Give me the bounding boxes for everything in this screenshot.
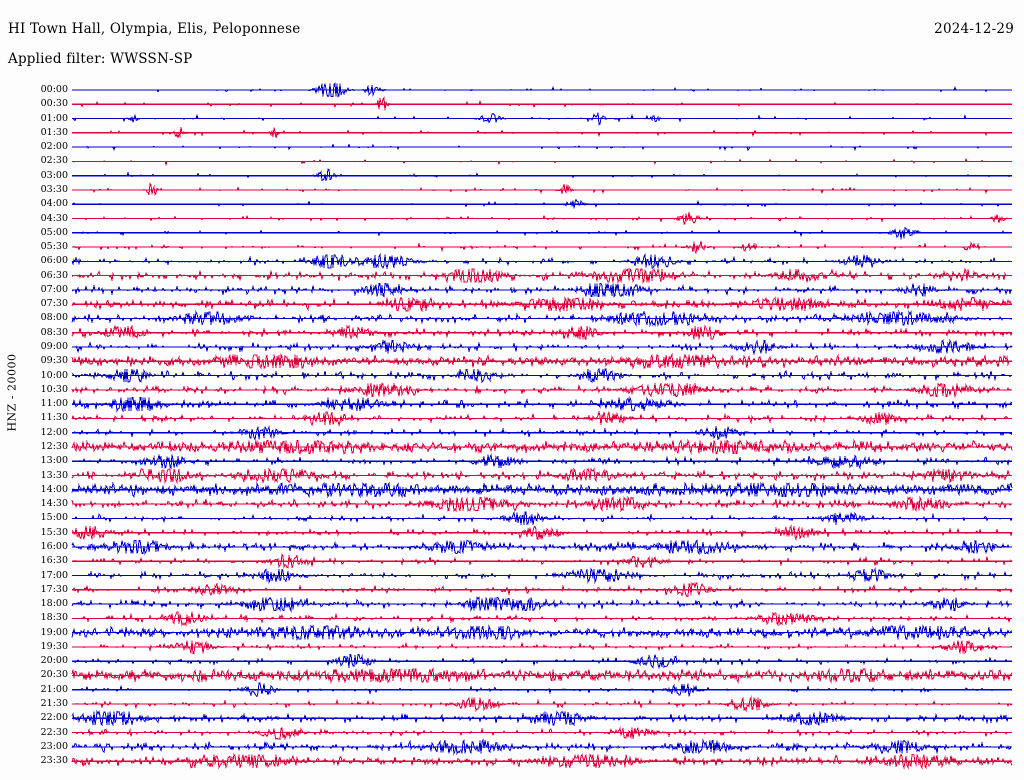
time-tick-label: 02:00 [40, 141, 68, 153]
time-tick-label: 14:00 [40, 483, 68, 495]
time-axis-labels: 00:00 00:30 01:00 01:30 02:00 02:30 03:00 03:30… [4, 80, 68, 776]
time-tick-label: 18:30 [40, 612, 68, 624]
time-tick-label: 11:30 [40, 412, 68, 424]
time-tick-label: 20:00 [40, 655, 68, 667]
time-tick-label: 13:30 [40, 469, 68, 481]
time-tick-label: 05:00 [40, 226, 68, 238]
time-tick-label: 06:30 [40, 269, 68, 281]
trace-line [71, 352, 1013, 370]
time-tick-label: 00:00 [40, 84, 68, 95]
time-tick-label: 19:00 [40, 626, 68, 638]
applied-filter-label: Applied filter: WWSSN-SP [8, 51, 193, 67]
time-tick-label: 00:30 [40, 98, 68, 110]
time-tick-label: 02:30 [40, 155, 68, 167]
time-tick-label: 17:00 [40, 569, 68, 581]
time-tick-label: 01:30 [40, 126, 68, 138]
time-tick-label: 22:00 [40, 712, 68, 724]
time-tick-label: 03:30 [40, 183, 68, 195]
trace-line [71, 168, 1013, 182]
time-tick-label: 04:00 [40, 198, 68, 210]
time-tick-label: 03:00 [40, 169, 68, 181]
trace-line [71, 438, 1013, 455]
time-tick-label: 12:30 [40, 441, 68, 452]
time-tick-label: 21:30 [40, 698, 68, 710]
time-tick-label: 08:00 [40, 312, 68, 324]
time-tick-label: 14:30 [40, 498, 68, 510]
time-tick-label: 23:30 [40, 755, 68, 767]
time-tick-label: 07:00 [40, 283, 68, 295]
time-tick-label: 05:30 [40, 241, 68, 253]
time-tick-label: 11:00 [40, 398, 68, 410]
trace-line [71, 726, 1013, 741]
time-tick-label: 04:30 [40, 212, 68, 224]
time-tick-label: 08:30 [40, 326, 68, 338]
time-tick-label: 07:30 [40, 298, 68, 310]
trace-line [71, 296, 1013, 313]
time-tick-label: 22:30 [40, 726, 68, 738]
time-tick-label: 13:00 [40, 455, 68, 467]
trace-canvas [71, 82, 1013, 770]
time-tick-label: 23:00 [40, 740, 68, 752]
time-tick-label: 15:00 [40, 512, 68, 524]
seismogram-traces [0, 80, 1024, 776]
time-tick-label: 12:00 [40, 426, 68, 438]
time-tick-label: 15:30 [40, 526, 68, 538]
time-tick-label: 10:30 [40, 383, 68, 395]
time-tick-label: 18:00 [40, 598, 68, 610]
time-tick-label: 09:30 [40, 355, 68, 367]
time-tick-label: 21:00 [40, 683, 68, 695]
page-title: HI Town Hall, Olympia, Elis, Peloponnese [8, 21, 301, 37]
time-tick-label: 01:00 [40, 112, 68, 124]
record-date: 2024-12-29 [934, 21, 1014, 37]
time-tick-label: 17:30 [40, 583, 68, 595]
time-tick-label: 19:30 [40, 640, 68, 652]
time-tick-label: 10:00 [40, 369, 68, 381]
time-tick-label: 09:00 [40, 341, 68, 353]
time-tick-label: 20:30 [40, 669, 68, 681]
time-tick-label: 16:00 [40, 540, 68, 552]
trace-line [71, 667, 1013, 684]
trace-line [71, 226, 1013, 240]
time-tick-label: 06:00 [40, 255, 68, 267]
time-tick-label: 16:30 [40, 555, 68, 567]
